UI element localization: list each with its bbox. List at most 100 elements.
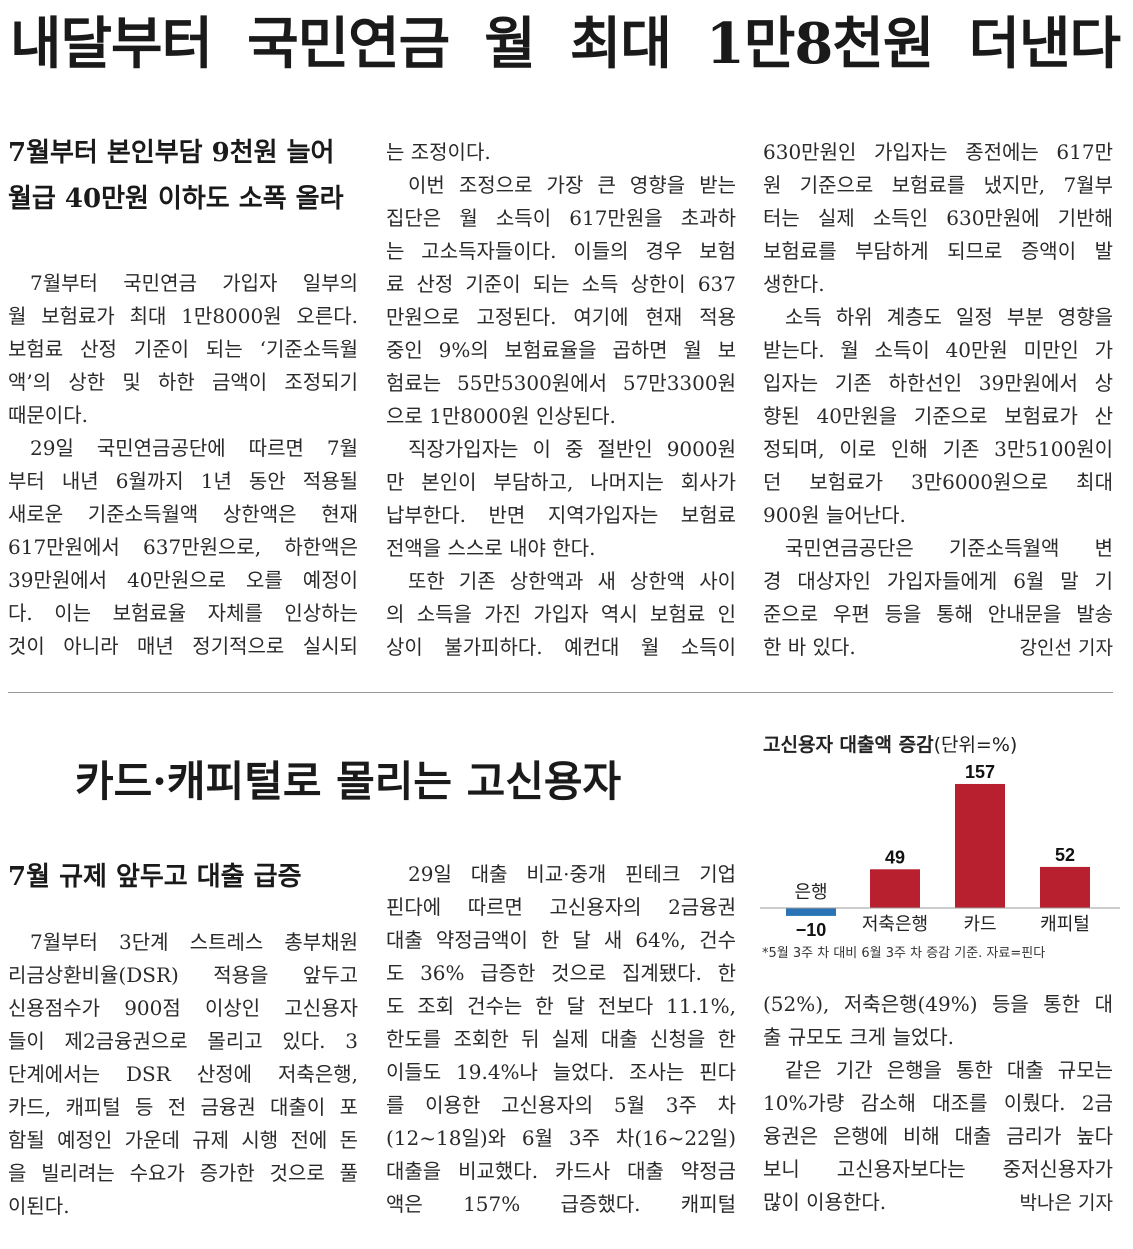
body-line: 집단은 월 소득이 617만원을 초과하 [386,206,736,230]
value-label: 49 [885,847,905,867]
body-line: 액은 157% 급증했다. 캐피털 [386,1192,736,1216]
subhead-1: 7월부터 본인부담 9천원 늘어 [8,138,335,168]
byline: 강인선 기자 [1019,637,1113,659]
body-line: 출 규모도 크게 늘었다. [763,1025,955,1049]
body-line: 함될 예정인 가운데 규제 시행 전에 돈 [8,1128,358,1152]
chart-note: *5월 3주 차 대비 6월 3주 차 증감 기준. 자료=핀다 [762,946,1046,961]
body-line: 한도를 조회한 뒤 실제 대출 신청을 한 [386,1027,736,1051]
body-line: 7월부터 국민연금 가입자 일부의 [30,271,358,295]
body-line: 는 고소득자들이다. 이들의 경우 보험 [386,239,736,263]
value-label: 52 [1055,845,1075,865]
bar-3 [1040,866,1090,908]
body-line: 만 본인이 부담하고, 나머지는 회사가 [386,470,736,494]
body-line: 터는 실제 소득인 630만원에 기반해 [763,206,1113,230]
body-line: 생한다. [763,272,825,296]
loan-change-chart: 고신용자 대출액 증감(단위=%) −10 은행 49 저축은행 157 카드 52 캐피털 … [760,725,1120,970]
category-label: 캐피털 [1040,914,1090,935]
bar-0 [786,908,836,916]
subhead-2: 월급 40만원 이하도 소폭 올라 [8,184,344,214]
body-line: 는 조정이다. [386,140,491,164]
body-line: 을 빌리려는 수요가 증가한 것으로 풀 [8,1161,358,1185]
bar-1 [870,869,920,908]
body-line: 새로운 기준소득월액 상한액은 현재 [8,502,358,526]
body-line: 향된 40만원을 기준으로 보험료가 산 [763,404,1113,428]
chart-plot: −10 은행 49 저축은행 157 카드 52 캐피털 [760,762,1120,940]
body-line: 7월부터 3단계 스트레스 총부채원 [30,930,358,954]
body-line: 받는다. 월 소득이 40만원 미만인 가 [763,338,1113,362]
body-line: 다. 이는 보험료율 자체를 인상하는 [8,601,358,625]
body-line: 신용점수가 900점 이상인 고신용자 [8,996,358,1020]
body-line: 국민연금공단은 기준소득월액 변 [785,536,1113,560]
body-line: 부터 내년 6월까지 1년 동안 적용될 [8,469,358,493]
value-label: −10 [796,920,827,940]
chart-title: 고신용자 대출액 증감(단위=%) [763,730,1017,757]
body-line: 리금상환비율(DSR) 적용을 앞두고 [8,963,358,987]
body-line: 900원 늘어난다. [763,503,906,527]
subhead-credit: 7월 규제 앞두고 대출 급증 [8,862,302,892]
body-line: 중인 9%의 보험료율을 곱하면 월 보 [386,338,736,362]
body-line: 던 보험료가 3만6000원으로 최대 [763,470,1113,494]
body-line: 보험료 산정 기준이 되는 ‘기준소득월 [8,337,358,361]
body-line: 준으로 우편 등을 통해 안내문을 발송 [763,602,1113,626]
body-line: 것이 아니라 매년 정기적으로 실시되 [8,634,358,658]
body-line: 29일 대출 비교·중개 핀테크 기업 [408,862,736,886]
body-line: 의 소득을 가진 가입자 역시 보험료 인 [386,602,736,626]
body-line: 617만원에서 637만원으로, 하한액은 [8,535,358,559]
body-line: 보니 고신용자보다는 중저신용자가 [763,1157,1113,1181]
chart-unit: (단위=%) [933,734,1018,756]
body-line: 소득 하위 계층도 일정 부분 영향을 [785,305,1113,329]
body-line: 630만원인 가입자는 종전에는 617만 [763,140,1113,164]
body-line: 이번 조정으로 가장 큰 영향을 받는 [408,173,736,197]
body-line: 원 기준으로 보험료를 냈지만, 7월부 [763,173,1113,197]
body-line: 료 산정 기준이 되는 소득 상한이 637 [386,272,736,296]
body-line: 들이 제2금융권으로 몰리고 있다. 3 [8,1029,358,1053]
bar-2 [955,783,1005,908]
body-line: (52%), 저축은행(49%) 등을 통한 대 [763,992,1113,1016]
body-line: 단계에서는 DSR 산정에 저축은행, [8,1062,358,1086]
body-line: 험료는 55만5300원에서 57만3300원 [386,371,736,395]
body-line: 카드, 캐피털 등 전 금융권 대출이 포 [8,1095,358,1119]
category-label: 은행 [794,882,827,903]
body-line: 대출 약정금액이 한 달 새 64%, 건수 [386,928,736,952]
body-line: 전액을 스스로 내야 한다. [386,536,596,560]
body-line: 만원으로 고정된다. 여기에 현재 적용 [386,305,736,329]
chart-title-text: 고신용자 대출액 증감 [763,734,934,756]
body-line: 이들도 19.4%나 늘었다. 조사는 핀다 [386,1060,736,1084]
body-line: 를 이용한 고신용자의 5월 3주 차 [386,1093,736,1117]
byline: 박나은 기자 [1019,1192,1113,1214]
body-line: 도 36% 급증한 것으로 집계됐다. 한 [386,961,736,985]
body-line: 으로 1만8000원 인상된다. [386,404,616,428]
section-divider [8,692,1113,693]
category-label: 저축은행 [862,914,928,935]
body-line: 도 조회 건수는 한 달 전보다 11.1%, [386,994,736,1018]
body-line: (12~18일)와 6월 3주 차(16~22일) [386,1126,736,1150]
body-line: 정되며, 이로 인해 기존 3만5100원이 [763,437,1113,461]
body-line: 10%가량 감소해 대조를 이뤘다. 2금 [763,1091,1113,1115]
body-line: 직장가입자는 이 중 절반인 9000원 [408,437,736,461]
body-line: 핀다에 따르면 고신용자의 2금융권 [386,895,736,919]
category-label: 카드 [963,914,996,935]
body-line: 경 대상자인 가입자들에게 6월 말 기 [763,569,1113,593]
body-line: 납부한다. 반면 지역가입자는 보험료 [386,503,736,527]
body-line: 많이 이용한다. [763,1190,887,1214]
body-line: 대출을 비교했다. 카드사 대출 약정금 [386,1159,736,1183]
body-line: 융권은 은행에 비해 대출 금리가 높다 [763,1124,1113,1148]
body-line: 보험료를 부담하게 되므로 증액이 발 [763,239,1113,263]
value-label: 157 [965,762,995,782]
body-line: 상이 불가피하다. 예컨대 월 소득이 [386,635,736,659]
body-line: 39만원에서 40만원으로 오를 예정이 [8,568,358,592]
body-line: 때문이다. [8,403,88,427]
body-line: 이된다. [8,1194,70,1218]
headline-pension: 내달부터 국민연금 월 최대 1만8천원 더낸다 [10,11,1121,77]
body-line: 월 보험료가 최대 1만8000원 오른다. [8,304,358,328]
headline-credit: 카드·캐피털로 몰리는 고신용자 [75,757,622,806]
body-line: 같은 기간 은행을 통한 대출 규모는 [785,1058,1113,1082]
body-line: 한 바 있다. [763,635,856,659]
body-line: 입자는 기존 하한선인 39만원에서 상 [763,371,1113,395]
